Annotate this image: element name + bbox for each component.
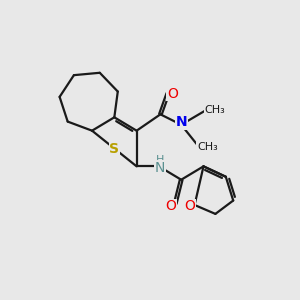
Text: N: N: [176, 116, 187, 129]
Text: O: O: [167, 86, 178, 100]
Text: S: S: [109, 142, 119, 155]
Text: CH₃: CH₃: [197, 142, 218, 152]
Text: H: H: [156, 155, 164, 165]
Text: N: N: [154, 161, 165, 175]
Text: O: O: [165, 200, 176, 214]
Text: O: O: [185, 200, 196, 214]
Text: CH₃: CH₃: [204, 105, 225, 115]
